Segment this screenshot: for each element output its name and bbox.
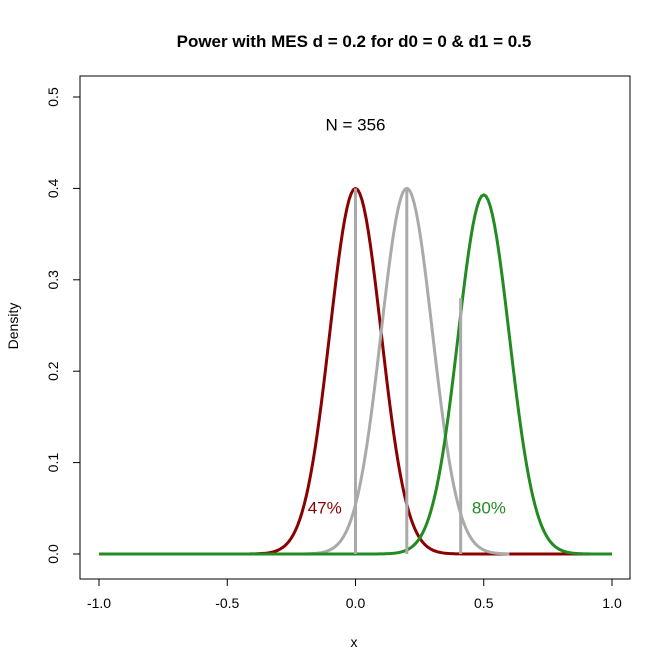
x-tick-label: 0.0: [346, 595, 366, 611]
critical-lines: [354, 188, 463, 554]
y-tick-label: 0.4: [45, 178, 61, 198]
annotation-label: N = 356: [325, 116, 385, 135]
y-axis: 0.0 0.1 0.2 0.3 0.4 0.5: [45, 87, 81, 564]
chart-title: Power with MES d = 0.2 for d0 = 0 & d1 =…: [177, 32, 532, 51]
annotations: N = 356 47% 80%: [308, 116, 506, 518]
y-axis-label: Density: [5, 303, 21, 350]
x-tick-label: 1.0: [602, 595, 622, 611]
x-axis-label: x: [351, 634, 358, 650]
y-tick-label: 0.1: [45, 453, 61, 473]
x-tick-label: 0.5: [474, 595, 494, 611]
annotation-label: 80%: [472, 499, 506, 518]
y-tick-label: 0.0: [45, 544, 61, 564]
y-tick-label: 0.5: [45, 87, 61, 107]
y-tick-label: 0.2: [45, 361, 61, 381]
x-axis: -1.0 -0.5 0.0 0.5 1.0: [87, 578, 622, 611]
annotation-label: 47%: [308, 499, 342, 518]
x-tick-label: -0.5: [215, 595, 239, 611]
x-tick-label: -1.0: [87, 595, 111, 611]
y-tick-label: 0.3: [45, 270, 61, 290]
